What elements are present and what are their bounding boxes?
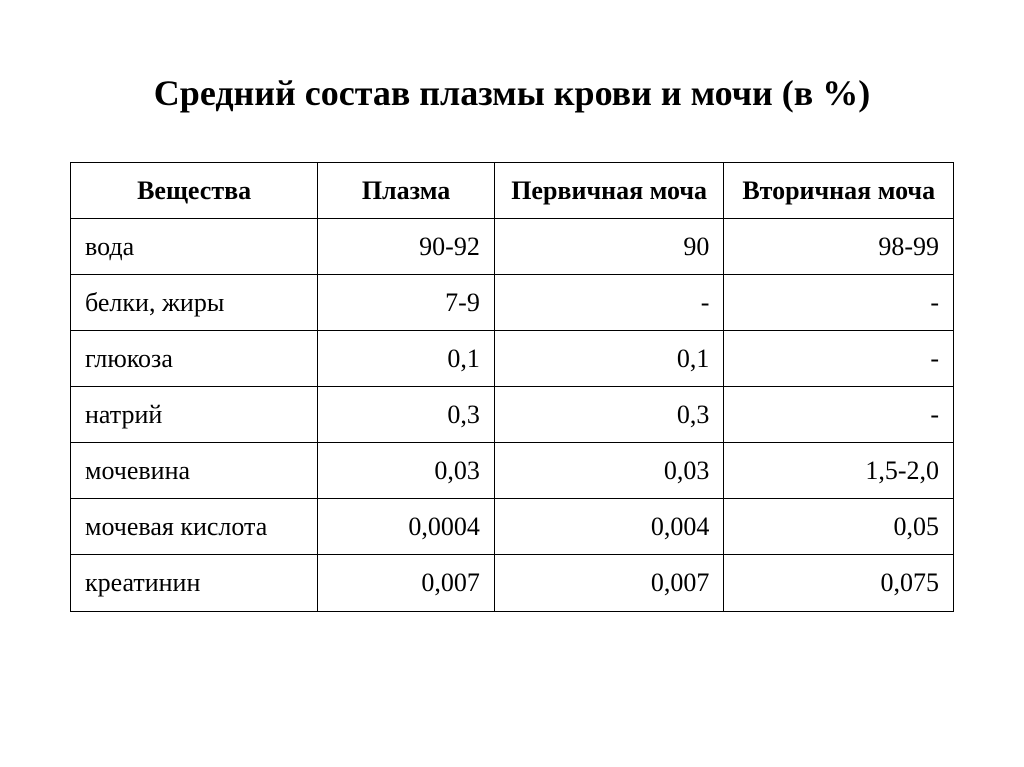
cell-label: белки, жиры: [71, 274, 318, 330]
cell-secondary: 1,5-2,0: [724, 443, 954, 499]
table-row: креатинин 0,007 0,007 0,075: [71, 555, 954, 611]
cell-plasma: 0,3: [318, 387, 495, 443]
col-header-substance: Вещества: [71, 162, 318, 218]
cell-primary: 0,3: [494, 387, 724, 443]
cell-label: мочевая кислота: [71, 499, 318, 555]
cell-plasma: 0,0004: [318, 499, 495, 555]
col-header-primary: Первичная моча: [494, 162, 724, 218]
table-row: мочевина 0,03 0,03 1,5-2,0: [71, 443, 954, 499]
cell-label: глюкоза: [71, 331, 318, 387]
cell-secondary: 98-99: [724, 218, 954, 274]
cell-plasma: 0,03: [318, 443, 495, 499]
cell-primary: 0,007: [494, 555, 724, 611]
cell-primary: 0,004: [494, 499, 724, 555]
composition-table: Вещества Плазма Первичная моча Вторичная…: [70, 162, 954, 612]
table-row: мочевая кислота 0,0004 0,004 0,05: [71, 499, 954, 555]
cell-label: натрий: [71, 387, 318, 443]
cell-secondary: 0,05: [724, 499, 954, 555]
cell-primary: -: [494, 274, 724, 330]
table-header-row: Вещества Плазма Первичная моча Вторичная…: [71, 162, 954, 218]
table-row: глюкоза 0,1 0,1 -: [71, 331, 954, 387]
table-row: вода 90-92 90 98-99: [71, 218, 954, 274]
cell-plasma: 7-9: [318, 274, 495, 330]
cell-secondary: -: [724, 387, 954, 443]
cell-label: креатинин: [71, 555, 318, 611]
cell-secondary: 0,075: [724, 555, 954, 611]
col-header-secondary: Вторичная моча: [724, 162, 954, 218]
table-row: белки, жиры 7-9 - -: [71, 274, 954, 330]
cell-label: вода: [71, 218, 318, 274]
col-header-plasma: Плазма: [318, 162, 495, 218]
cell-plasma: 90-92: [318, 218, 495, 274]
cell-plasma: 0,1: [318, 331, 495, 387]
table-row: натрий 0,3 0,3 -: [71, 387, 954, 443]
cell-plasma: 0,007: [318, 555, 495, 611]
cell-primary: 0,03: [494, 443, 724, 499]
cell-primary: 0,1: [494, 331, 724, 387]
page-title: Средний состав плазмы крови и мочи (в %): [70, 70, 954, 117]
cell-primary: 90: [494, 218, 724, 274]
cell-secondary: -: [724, 331, 954, 387]
cell-secondary: -: [724, 274, 954, 330]
cell-label: мочевина: [71, 443, 318, 499]
